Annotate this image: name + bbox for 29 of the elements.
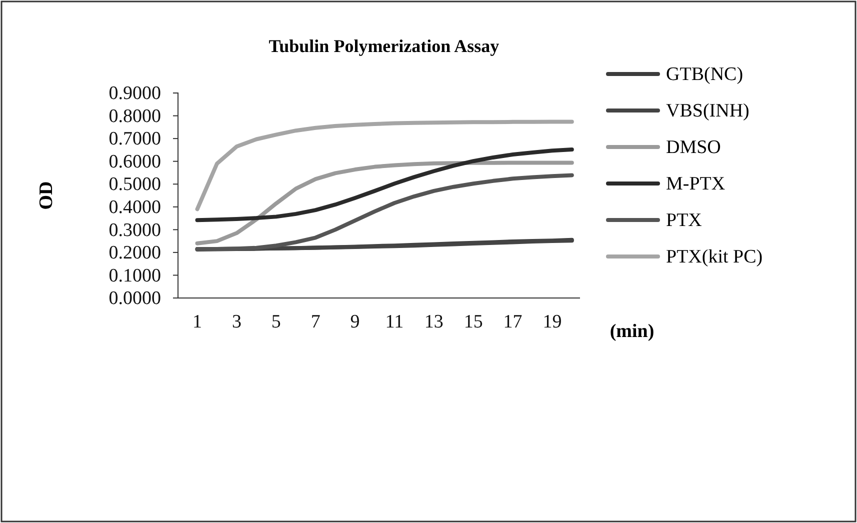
x-tick-label: 9 <box>350 311 360 332</box>
y-tick-label: 0.2000 <box>108 242 161 264</box>
y-tick-label: 0.1000 <box>108 265 161 286</box>
x-tick-label: 17 <box>503 311 522 332</box>
legend-label: PTX(kit PC) <box>666 246 763 268</box>
legend-label: M-PTX <box>666 174 726 194</box>
x-tick-label: 11 <box>385 311 404 332</box>
x-tick-label: 5 <box>271 311 281 332</box>
y-tick-label: 0.8000 <box>108 106 161 127</box>
y-tick-label: 0.0000 <box>108 288 161 310</box>
x-tick-label: 1 <box>192 311 202 332</box>
x-tick-label: 15 <box>464 311 483 332</box>
legend-label: GTB(NC) <box>666 64 744 85</box>
y-tick-label: 0.9000 <box>108 83 161 104</box>
x-axis-title: (min) <box>610 321 654 342</box>
x-tick-label: 7 <box>310 311 320 332</box>
x-tick-label: 3 <box>232 311 242 332</box>
x-tick-label: 13 <box>424 311 444 332</box>
legend-label: PTX <box>666 210 702 231</box>
y-tick-label: 0.5000 <box>108 174 161 196</box>
y-tick-label: 0.3000 <box>108 220 161 241</box>
chart-title: Tubulin Polymerization Assay <box>268 36 500 56</box>
y-tick-label: 0.6000 <box>108 151 161 172</box>
x-tick-label: 19 <box>542 311 562 332</box>
y-tick-label: 0.7000 <box>108 128 161 150</box>
y-axis-title: OD <box>36 181 57 210</box>
y-tick-label: 0.4000 <box>108 196 161 218</box>
legend-label: VBS(INH) <box>666 100 750 122</box>
legend-label: DMSO <box>666 137 721 158</box>
